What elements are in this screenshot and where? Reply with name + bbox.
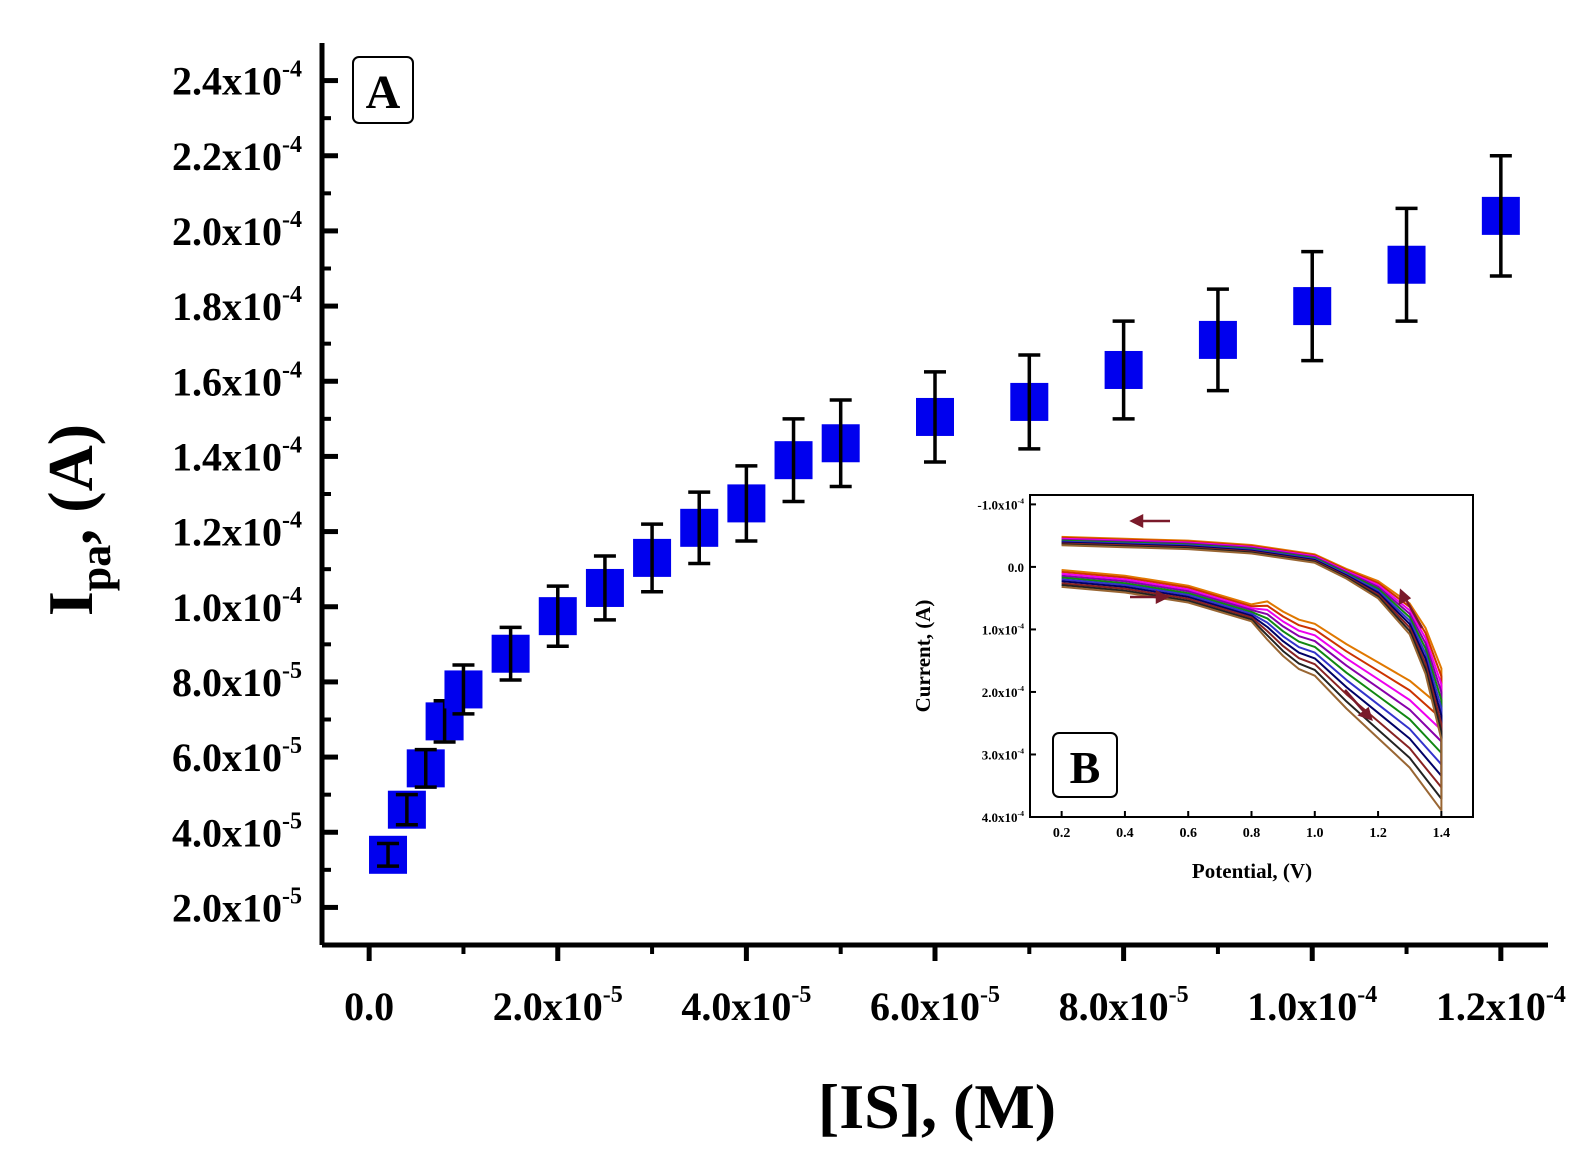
panel-a-label-box: A (352, 56, 414, 124)
scan-direction-arrows (1129, 513, 1424, 722)
data-point (444, 663, 483, 716)
inset-y-tick-label: 3.0x10-4 (982, 747, 1024, 763)
inset-x-tick-label: 1.2 (1369, 826, 1387, 841)
arrow-forward-right (1344, 689, 1368, 716)
inset-x-tick-label: 0.6 (1179, 826, 1197, 841)
data-point (633, 522, 672, 594)
data-point (1293, 249, 1332, 363)
inset-y-tick-label: 0.0 (1008, 560, 1024, 575)
data-point (387, 790, 426, 829)
inset-x-tick-label: 0.2 (1053, 826, 1071, 841)
inset-cv-curve (1061, 544, 1443, 812)
inset-y-tick-label: -1.0x10-4 (977, 497, 1024, 513)
data-point (369, 835, 408, 874)
data-point (727, 464, 766, 543)
inset-x-tick-label: 1.4 (1433, 826, 1451, 841)
main-axes: 2.0x10-5 4.0x10-5 6.0x10-5 8.0x10-5 1.0x10-4… (172, 43, 1566, 1029)
arrowhead-reverse-right (1398, 588, 1412, 606)
y-axis-title: Ipa, (A) (35, 424, 120, 616)
y-tick-label: 1.8x10-4 (172, 282, 302, 329)
data-point (1198, 287, 1237, 393)
y-tick-label: 1.0x10-4 (172, 583, 302, 630)
x-tick-label: 4.0x10-5 (681, 982, 811, 1029)
arrowhead-reverse-top (1129, 513, 1144, 529)
data-point (491, 625, 530, 682)
data-point (774, 417, 813, 504)
x-tick-label: 8.0x10-5 (1059, 982, 1189, 1029)
y-tick-label: 2.2x10-4 (172, 132, 302, 179)
x-axis-title: [IS], (M) (818, 1071, 1056, 1142)
data-point (538, 584, 577, 648)
x-tick-label: 6.0x10-5 (870, 982, 1000, 1029)
y-tick-label: 2.0x10-4 (172, 207, 302, 254)
inset-y-tick-label: 4.0x10-4 (982, 809, 1024, 825)
inset-y-tick-label: 2.0x10-4 (982, 684, 1024, 700)
inset-x-tick-label: 0.4 (1116, 826, 1134, 841)
y-tick-label: 4.0x10-5 (172, 808, 302, 855)
main-data-marks (369, 154, 1520, 874)
inset-x-axis-title: Potential, (V) (1192, 859, 1312, 883)
panel-b-label: B (1070, 742, 1101, 793)
x-tick-label: 1.0x10-4 (1247, 982, 1377, 1029)
x-tick-label: 0.0 (344, 984, 394, 1029)
inset-curves (1061, 535, 1443, 812)
inset-x-tick-label: 0.8 (1243, 826, 1261, 841)
arrowhead-forward-bottom (1155, 589, 1170, 605)
y-tick-label: 6.0x10-5 (172, 733, 302, 780)
inset-chart: -1.0x10-4 0.0 1.0x10-4 2.0x10-4 3.0x10-4 4.0x… (911, 494, 1474, 883)
panel-a-label: A (366, 66, 401, 119)
arrow-reverse-right (1402, 595, 1424, 629)
y-tick-label: 1.6x10-4 (172, 357, 302, 404)
panel-b-label-box (1052, 732, 1118, 798)
y-tick-label: 8.0x10-5 (172, 658, 302, 705)
data-point (821, 398, 860, 489)
data-point (585, 554, 624, 622)
data-point (406, 747, 445, 789)
data-point (1387, 206, 1426, 323)
data-point (1104, 319, 1143, 421)
data-point (916, 370, 954, 464)
y-tick-label: 1.2x10-4 (172, 508, 302, 555)
data-point (1010, 353, 1049, 451)
y-tick-label: 2.0x10-5 (172, 883, 302, 930)
data-point (680, 490, 719, 566)
inset-x-tick-label: 1.0 (1306, 826, 1324, 841)
inset-axes: -1.0x10-4 0.0 1.0x10-4 2.0x10-4 3.0x10-4 4.0x… (977, 497, 1450, 841)
y-tick-label: 1.4x10-4 (172, 432, 302, 479)
x-tick-label: 2.0x10-5 (493, 982, 623, 1029)
y-tick-label: 2.4x10-4 (172, 57, 302, 104)
arrowhead-forward-right (1357, 706, 1373, 722)
inset-y-tick-label: 1.0x10-4 (982, 622, 1024, 638)
data-point (1481, 154, 1520, 278)
inset-y-axis-title: Current, (A) (911, 600, 935, 713)
x-tick-label: 1.2x10-4 (1436, 982, 1566, 1029)
